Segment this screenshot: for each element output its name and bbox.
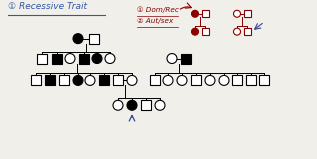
Circle shape (73, 75, 83, 85)
Circle shape (73, 34, 83, 44)
Circle shape (155, 100, 165, 110)
Bar (181, 54, 191, 63)
Circle shape (191, 10, 198, 17)
Bar (31, 75, 41, 85)
Bar (59, 75, 69, 85)
Circle shape (163, 75, 173, 85)
Bar (89, 34, 99, 44)
Bar (202, 10, 209, 17)
Text: ① Recessive Trait: ① Recessive Trait (8, 2, 87, 11)
Text: ① Dom/Rec: ① Dom/Rec (137, 6, 179, 13)
Circle shape (127, 75, 137, 85)
Circle shape (177, 75, 187, 85)
Bar (37, 54, 47, 63)
Bar (113, 75, 123, 85)
Bar (52, 54, 62, 63)
Bar (243, 10, 250, 17)
Circle shape (65, 54, 75, 63)
Bar (45, 75, 55, 85)
Circle shape (127, 100, 137, 110)
Circle shape (234, 28, 241, 35)
Bar (191, 75, 201, 85)
Bar (79, 54, 89, 63)
Bar (141, 100, 151, 110)
Text: ② Aut/sex: ② Aut/sex (137, 18, 173, 24)
Circle shape (105, 54, 115, 63)
Circle shape (85, 75, 95, 85)
Circle shape (205, 75, 215, 85)
Circle shape (191, 28, 198, 35)
Circle shape (113, 100, 123, 110)
Bar (202, 28, 209, 35)
Circle shape (219, 75, 229, 85)
Bar (259, 75, 269, 85)
Bar (232, 75, 242, 85)
Bar (99, 75, 109, 85)
Circle shape (167, 54, 177, 63)
Circle shape (92, 54, 102, 63)
Bar (246, 75, 256, 85)
Bar (150, 75, 160, 85)
Circle shape (234, 10, 241, 17)
Bar (243, 28, 250, 35)
